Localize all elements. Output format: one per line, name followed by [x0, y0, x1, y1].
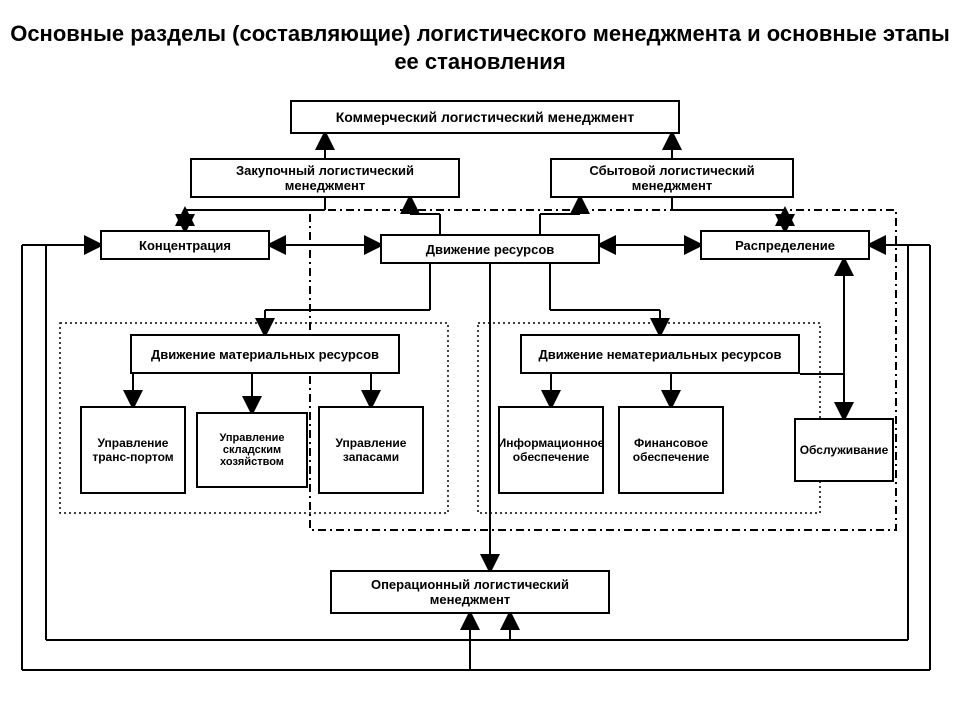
node-n14: Обслуживание [794, 418, 894, 482]
node-n9: Управление транс-портом [80, 406, 186, 494]
node-n10: Управление складским хозяйством [196, 412, 308, 488]
node-n12: Информационное обеспечение [498, 406, 604, 494]
node-n3: Сбытовой логистический менеджмент [550, 158, 794, 198]
node-n7: Движение материальных ресурсов [130, 334, 400, 374]
diagram-title: Основные разделы (составляющие) логистич… [0, 20, 960, 75]
node-n4: Концентрация [100, 230, 270, 260]
node-n8: Движение нематериальных ресурсов [520, 334, 800, 374]
node-n15: Операционный логистический менеджмент [330, 570, 610, 614]
node-n2: Закупочный логистический менеджмент [190, 158, 460, 198]
node-n5: Движение ресурсов [380, 234, 600, 264]
node-n13: Финансовое обеспечение [618, 406, 724, 494]
node-n11: Управление запасами [318, 406, 424, 494]
node-n6: Распределение [700, 230, 870, 260]
node-n1: Коммерческий логистический менеджмент [290, 100, 680, 134]
